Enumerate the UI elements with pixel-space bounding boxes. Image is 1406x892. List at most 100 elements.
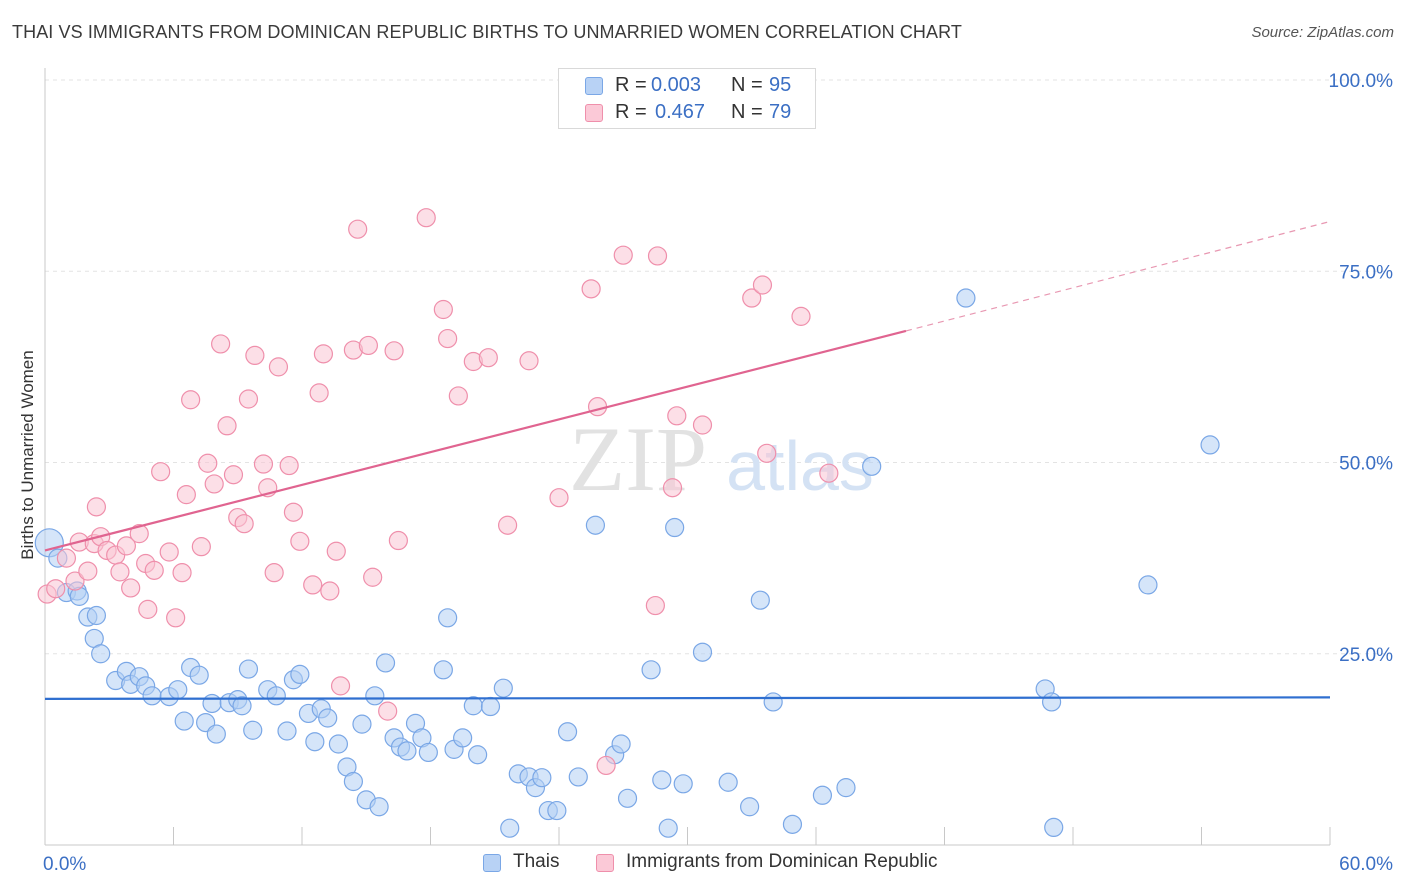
data-point-thais xyxy=(174,711,194,731)
data-point-dominican xyxy=(253,454,274,474)
series-legend: Thais Immigrants from Dominican Republic xyxy=(0,851,1406,877)
data-point-dominican xyxy=(478,348,498,368)
data-point-dominican xyxy=(791,306,811,326)
data-point-thais xyxy=(266,686,286,706)
data-point-thais xyxy=(500,818,520,838)
data-point-thais xyxy=(782,814,803,834)
data-point-thais xyxy=(232,696,252,716)
data-point-dominican xyxy=(348,219,368,239)
n-label: N = xyxy=(731,74,763,96)
r-value: 0.467 xyxy=(655,101,706,123)
data-point-dominican xyxy=(151,462,171,482)
data-point-thais xyxy=(1041,692,1062,712)
data-point-dominican xyxy=(238,389,259,409)
data-point-thais xyxy=(750,590,770,610)
data-point-dominican xyxy=(752,275,773,295)
data-point-thais xyxy=(343,771,363,792)
legend-label-thais: Thais xyxy=(513,851,560,872)
stats-legend: R = 0.003 N = 95 R = 0.467 N = 79 xyxy=(558,68,816,129)
data-point-thais xyxy=(1044,817,1064,838)
legend-swatch-thais xyxy=(585,77,603,95)
data-point-thais xyxy=(692,642,713,662)
data-point-dominican xyxy=(159,542,179,562)
trend-line-dominican-extension xyxy=(905,220,1331,332)
data-point-thais xyxy=(397,741,417,761)
data-point-dominican xyxy=(448,386,468,406)
data-point-thais xyxy=(1138,575,1158,595)
data-point-thais xyxy=(468,745,488,765)
y-tick-label: 25.0% xyxy=(1339,645,1393,666)
data-point-dominican xyxy=(264,563,284,583)
data-point-dominican xyxy=(309,383,329,403)
data-point-dominican xyxy=(181,390,201,410)
data-point-dominican xyxy=(313,344,334,364)
data-point-dominican xyxy=(290,531,310,551)
data-point-thais xyxy=(652,770,672,790)
data-point-dominican xyxy=(438,328,458,349)
data-point-dominican xyxy=(388,530,408,551)
data-point-dominican xyxy=(330,676,351,696)
data-point-dominican xyxy=(172,563,192,583)
n-value: 79 xyxy=(769,101,792,123)
data-point-thais xyxy=(365,686,385,706)
watermark-atlas: atlas xyxy=(726,427,874,505)
data-point-dominican xyxy=(65,571,85,591)
data-point-dominican xyxy=(667,406,687,426)
data-point-thais xyxy=(611,734,631,754)
data-point-dominican xyxy=(191,537,211,557)
data-point-dominican xyxy=(78,561,98,581)
data-point-thais xyxy=(375,653,396,673)
data-point-thais xyxy=(763,692,783,712)
data-point-dominican xyxy=(86,497,107,517)
data-point-thais xyxy=(665,517,685,538)
data-point-dominican xyxy=(144,560,164,580)
data-point-dominican xyxy=(363,567,383,587)
data-point-thais xyxy=(956,288,976,308)
data-point-dominican xyxy=(245,345,265,365)
data-point-dominican xyxy=(757,443,777,463)
watermark-zip: ZIP xyxy=(569,408,707,510)
data-point-dominican xyxy=(662,478,683,498)
chart-title: THAI VS IMMIGRANTS FROM DOMINICAN REPUBL… xyxy=(12,22,963,42)
y-axis-label: Births to Unmarried Women xyxy=(18,350,37,559)
data-point-dominican xyxy=(138,599,158,619)
r-label: R = xyxy=(615,101,647,123)
data-point-dominican xyxy=(116,536,136,556)
data-point-thais xyxy=(202,693,222,714)
data-point-dominican xyxy=(519,351,539,371)
data-point-dominican xyxy=(498,515,518,535)
data-point-thais xyxy=(369,797,389,817)
legend-swatch-dominican xyxy=(585,104,603,122)
data-point-thais xyxy=(641,660,661,680)
data-point-thais xyxy=(585,515,606,535)
data-point-dominican xyxy=(647,246,668,266)
data-point-thais xyxy=(557,722,578,742)
data-point-dominican xyxy=(204,474,224,494)
data-point-dominican xyxy=(121,578,141,598)
data-point-dominican xyxy=(742,288,762,308)
data-point-dominican xyxy=(433,299,453,320)
data-point-thais xyxy=(836,778,856,798)
data-point-thais xyxy=(290,664,310,685)
y-tick-label: 50.0% xyxy=(1339,454,1393,475)
data-point-dominican xyxy=(223,465,244,485)
data-point-dominican xyxy=(176,485,196,505)
data-point-thais xyxy=(568,767,588,787)
data-point-thais xyxy=(453,728,473,748)
legend-label-dominican: Immigrants from Dominican Republic xyxy=(626,851,938,872)
data-point-dominican xyxy=(166,608,186,628)
data-point-dominican xyxy=(234,514,254,534)
legend-swatch-thais xyxy=(483,854,501,872)
data-point-dominican xyxy=(358,335,378,356)
data-point-dominican xyxy=(211,334,231,354)
data-point-thais xyxy=(433,660,453,680)
data-point-thais xyxy=(718,772,738,792)
data-point-dominican xyxy=(613,245,633,265)
data-point-thais xyxy=(812,785,833,805)
x-tick-label: 60.0% xyxy=(1339,854,1393,875)
data-point-dominican xyxy=(110,562,130,582)
data-point-thais xyxy=(532,768,552,788)
data-point-thais xyxy=(277,721,297,741)
data-point-thais xyxy=(305,732,325,752)
data-point-dominican xyxy=(581,279,601,299)
